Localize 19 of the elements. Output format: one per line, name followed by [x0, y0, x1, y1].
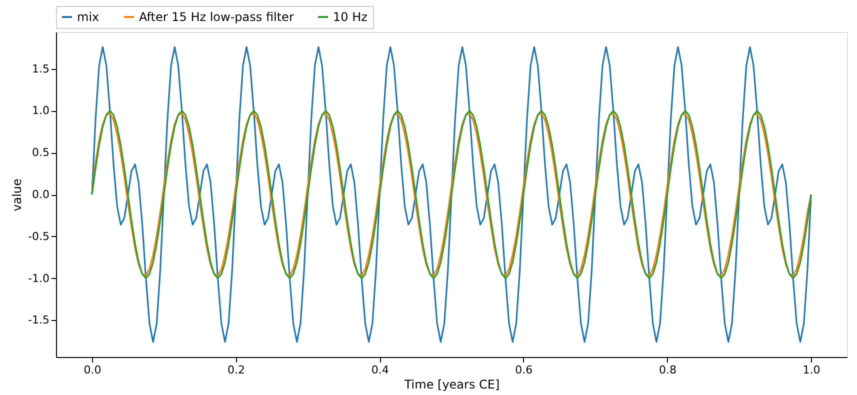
- line-series: [91, 46, 812, 343]
- y-tick-label: 1.0: [32, 104, 50, 118]
- x-axis-title: Time [years CE]: [403, 378, 500, 392]
- legend-label: After 15 Hz low-pass filter: [139, 10, 294, 24]
- x-tick-label: 0.2: [228, 364, 246, 376]
- x-tick-label: 0.4: [371, 364, 389, 376]
- y-tick-label: -1.5: [28, 314, 50, 327]
- y-tick-label: -0.5: [28, 230, 50, 243]
- x-tick-label: 0.0: [84, 364, 102, 376]
- legend-label: 10 Hz: [333, 10, 368, 24]
- x-tick-label: 0.8: [658, 364, 676, 376]
- legend-label: mix: [77, 10, 100, 24]
- y-tick-label: 0.5: [32, 146, 50, 160]
- x-tick-label: 0.6: [515, 364, 533, 376]
- y-tick-label: 1.5: [32, 62, 50, 76]
- y-tick-label: -1.0: [28, 272, 50, 285]
- y-tick-label: 0.0: [32, 188, 50, 201]
- y-axis-title: value: [10, 178, 24, 212]
- x-tick-label: 1.0: [802, 364, 820, 376]
